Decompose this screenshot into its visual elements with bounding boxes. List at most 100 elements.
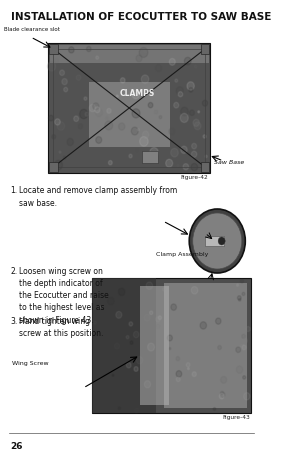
Bar <box>92 278 251 413</box>
Circle shape <box>198 112 200 113</box>
Circle shape <box>189 210 245 274</box>
Circle shape <box>64 88 68 93</box>
Bar <box>49 163 58 173</box>
Circle shape <box>180 114 188 123</box>
Circle shape <box>200 322 206 329</box>
Text: Loosen wing screw on
the depth indicator of
the Ecocutter and raise
to the highe: Loosen wing screw on the depth indicator… <box>19 266 109 324</box>
Circle shape <box>240 344 245 350</box>
Circle shape <box>194 66 197 69</box>
Bar <box>92 278 156 413</box>
Circle shape <box>156 317 160 322</box>
Circle shape <box>54 161 62 170</box>
Circle shape <box>188 368 189 370</box>
Circle shape <box>143 50 147 54</box>
Circle shape <box>94 107 100 113</box>
Bar <box>89 83 170 148</box>
Bar <box>205 237 224 246</box>
Circle shape <box>115 344 119 349</box>
Circle shape <box>136 150 138 152</box>
Circle shape <box>142 132 149 139</box>
Circle shape <box>193 213 242 269</box>
Circle shape <box>107 109 111 114</box>
Bar <box>49 45 58 55</box>
Circle shape <box>184 58 191 66</box>
Circle shape <box>62 79 67 86</box>
Circle shape <box>181 108 188 117</box>
Circle shape <box>116 312 122 319</box>
Circle shape <box>63 156 66 160</box>
Text: Figure-43: Figure-43 <box>222 414 250 419</box>
Text: CLAMPS: CLAMPS <box>120 89 155 98</box>
Circle shape <box>181 147 187 154</box>
Text: Blade clearance slot: Blade clearance slot <box>4 27 59 32</box>
Circle shape <box>191 287 198 294</box>
Circle shape <box>202 101 208 107</box>
Bar <box>50 46 208 64</box>
Circle shape <box>106 358 109 361</box>
Circle shape <box>171 149 178 157</box>
Circle shape <box>220 392 225 397</box>
Bar <box>164 283 247 408</box>
Circle shape <box>189 88 193 93</box>
Circle shape <box>176 371 182 377</box>
Circle shape <box>171 304 176 311</box>
Circle shape <box>213 408 216 411</box>
Circle shape <box>148 344 154 351</box>
Circle shape <box>55 59 58 63</box>
Circle shape <box>141 76 149 84</box>
Circle shape <box>154 111 158 115</box>
Circle shape <box>236 347 241 353</box>
Circle shape <box>70 126 74 131</box>
Circle shape <box>105 122 113 131</box>
Circle shape <box>237 284 239 287</box>
Bar <box>48 44 210 174</box>
Circle shape <box>59 152 61 154</box>
Circle shape <box>158 316 161 320</box>
Circle shape <box>187 82 194 91</box>
Circle shape <box>112 375 114 376</box>
Circle shape <box>246 327 250 332</box>
Circle shape <box>191 164 198 171</box>
Circle shape <box>86 47 91 52</box>
Text: INSTALLATION OF ECOCUTTER TO SAW BASE: INSTALLATION OF ECOCUTTER TO SAW BASE <box>11 12 271 22</box>
Circle shape <box>166 160 173 168</box>
Circle shape <box>183 164 189 170</box>
Circle shape <box>116 96 118 98</box>
Circle shape <box>169 129 175 136</box>
Circle shape <box>175 80 178 83</box>
Circle shape <box>69 48 74 54</box>
Text: 2.: 2. <box>11 266 18 275</box>
Circle shape <box>78 125 83 130</box>
Circle shape <box>178 93 183 98</box>
Circle shape <box>176 88 183 96</box>
Circle shape <box>96 57 99 60</box>
Circle shape <box>67 139 74 146</box>
Circle shape <box>95 109 102 118</box>
Circle shape <box>156 325 160 329</box>
Text: Locate and remove clamp assembly from
saw base.: Locate and remove clamp assembly from sa… <box>19 186 178 207</box>
Circle shape <box>159 116 162 119</box>
Circle shape <box>140 137 148 147</box>
Circle shape <box>163 288 165 291</box>
Circle shape <box>136 56 142 63</box>
Bar <box>201 163 209 173</box>
Bar <box>53 50 205 168</box>
Circle shape <box>55 119 60 126</box>
Circle shape <box>74 117 79 122</box>
Circle shape <box>220 391 224 395</box>
Circle shape <box>146 282 153 290</box>
Text: Saw Base: Saw Base <box>214 159 244 164</box>
Circle shape <box>177 165 179 167</box>
Circle shape <box>47 63 56 72</box>
Circle shape <box>60 71 64 76</box>
Circle shape <box>99 307 101 309</box>
Circle shape <box>155 65 162 72</box>
Circle shape <box>118 124 125 131</box>
Circle shape <box>49 116 54 122</box>
Circle shape <box>150 311 153 315</box>
Circle shape <box>134 367 138 372</box>
Circle shape <box>216 319 221 325</box>
Circle shape <box>96 137 102 144</box>
Circle shape <box>118 288 125 296</box>
Circle shape <box>144 381 151 388</box>
